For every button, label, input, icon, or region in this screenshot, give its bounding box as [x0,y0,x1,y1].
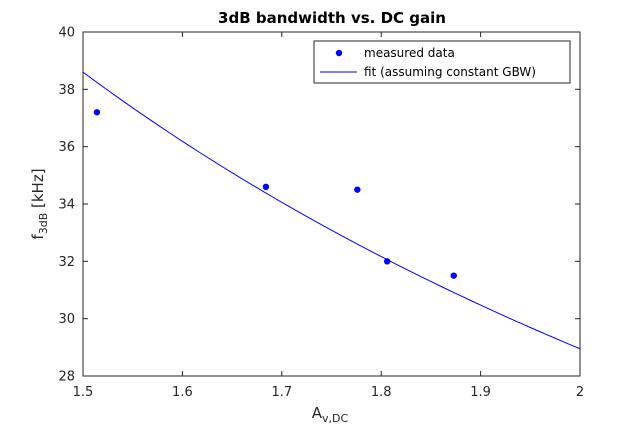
x-tick-label: 1.7 [271,385,292,400]
x-axis-label-subscript: v,DC [322,412,348,425]
plot-area [83,32,580,376]
x-axis-ticks: 1.5 1.6 1.7 1.8 1.9 2 [73,32,584,400]
x-axis-label: Av,DC [312,404,349,425]
x-tick-label: 2 [576,385,584,400]
y-axis-label-main: f [29,234,47,240]
y-tick-label: 30 [58,312,75,327]
data-point [93,109,101,116]
y-tick-label: 36 [58,140,75,155]
marker-layer [93,109,457,279]
y-tick-label: 32 [58,255,75,270]
y-tick-label: 34 [58,198,75,213]
y-tick-label: 38 [58,83,75,98]
x-tick-label: 1.9 [470,385,491,400]
legend-label-fit: fit (assuming constant GBW) [364,65,536,79]
fit-line-layer [82,71,581,350]
y-axis-label-suffix: [kHz] [29,168,47,212]
y-axis-label: f3dB [kHz] [29,168,50,239]
data-point [383,258,391,265]
x-tick-label: 1.5 [73,385,94,400]
y-tick-label: 28 [58,370,75,385]
legend-box [313,40,571,84]
legend: measured data fit (assuming constant GBW… [313,40,571,84]
y-axis-ticks: 28 30 32 34 36 38 40 [58,26,580,385]
data-point [262,183,270,190]
y-axis-label-subscript: 3dB [37,213,50,235]
x-tick-label: 1.8 [371,385,392,400]
legend-marker-icon [335,49,343,57]
fit-line [82,71,581,350]
legend-label-measured: measured data [364,46,455,60]
x-tick-label: 1.6 [172,385,193,400]
y-tick-label: 40 [58,26,75,41]
data-point [354,186,361,193]
x-axis-label-main: A [312,404,323,422]
data-point [450,272,457,279]
chart-title: 3dB bandwidth vs. DC gain [218,9,446,27]
